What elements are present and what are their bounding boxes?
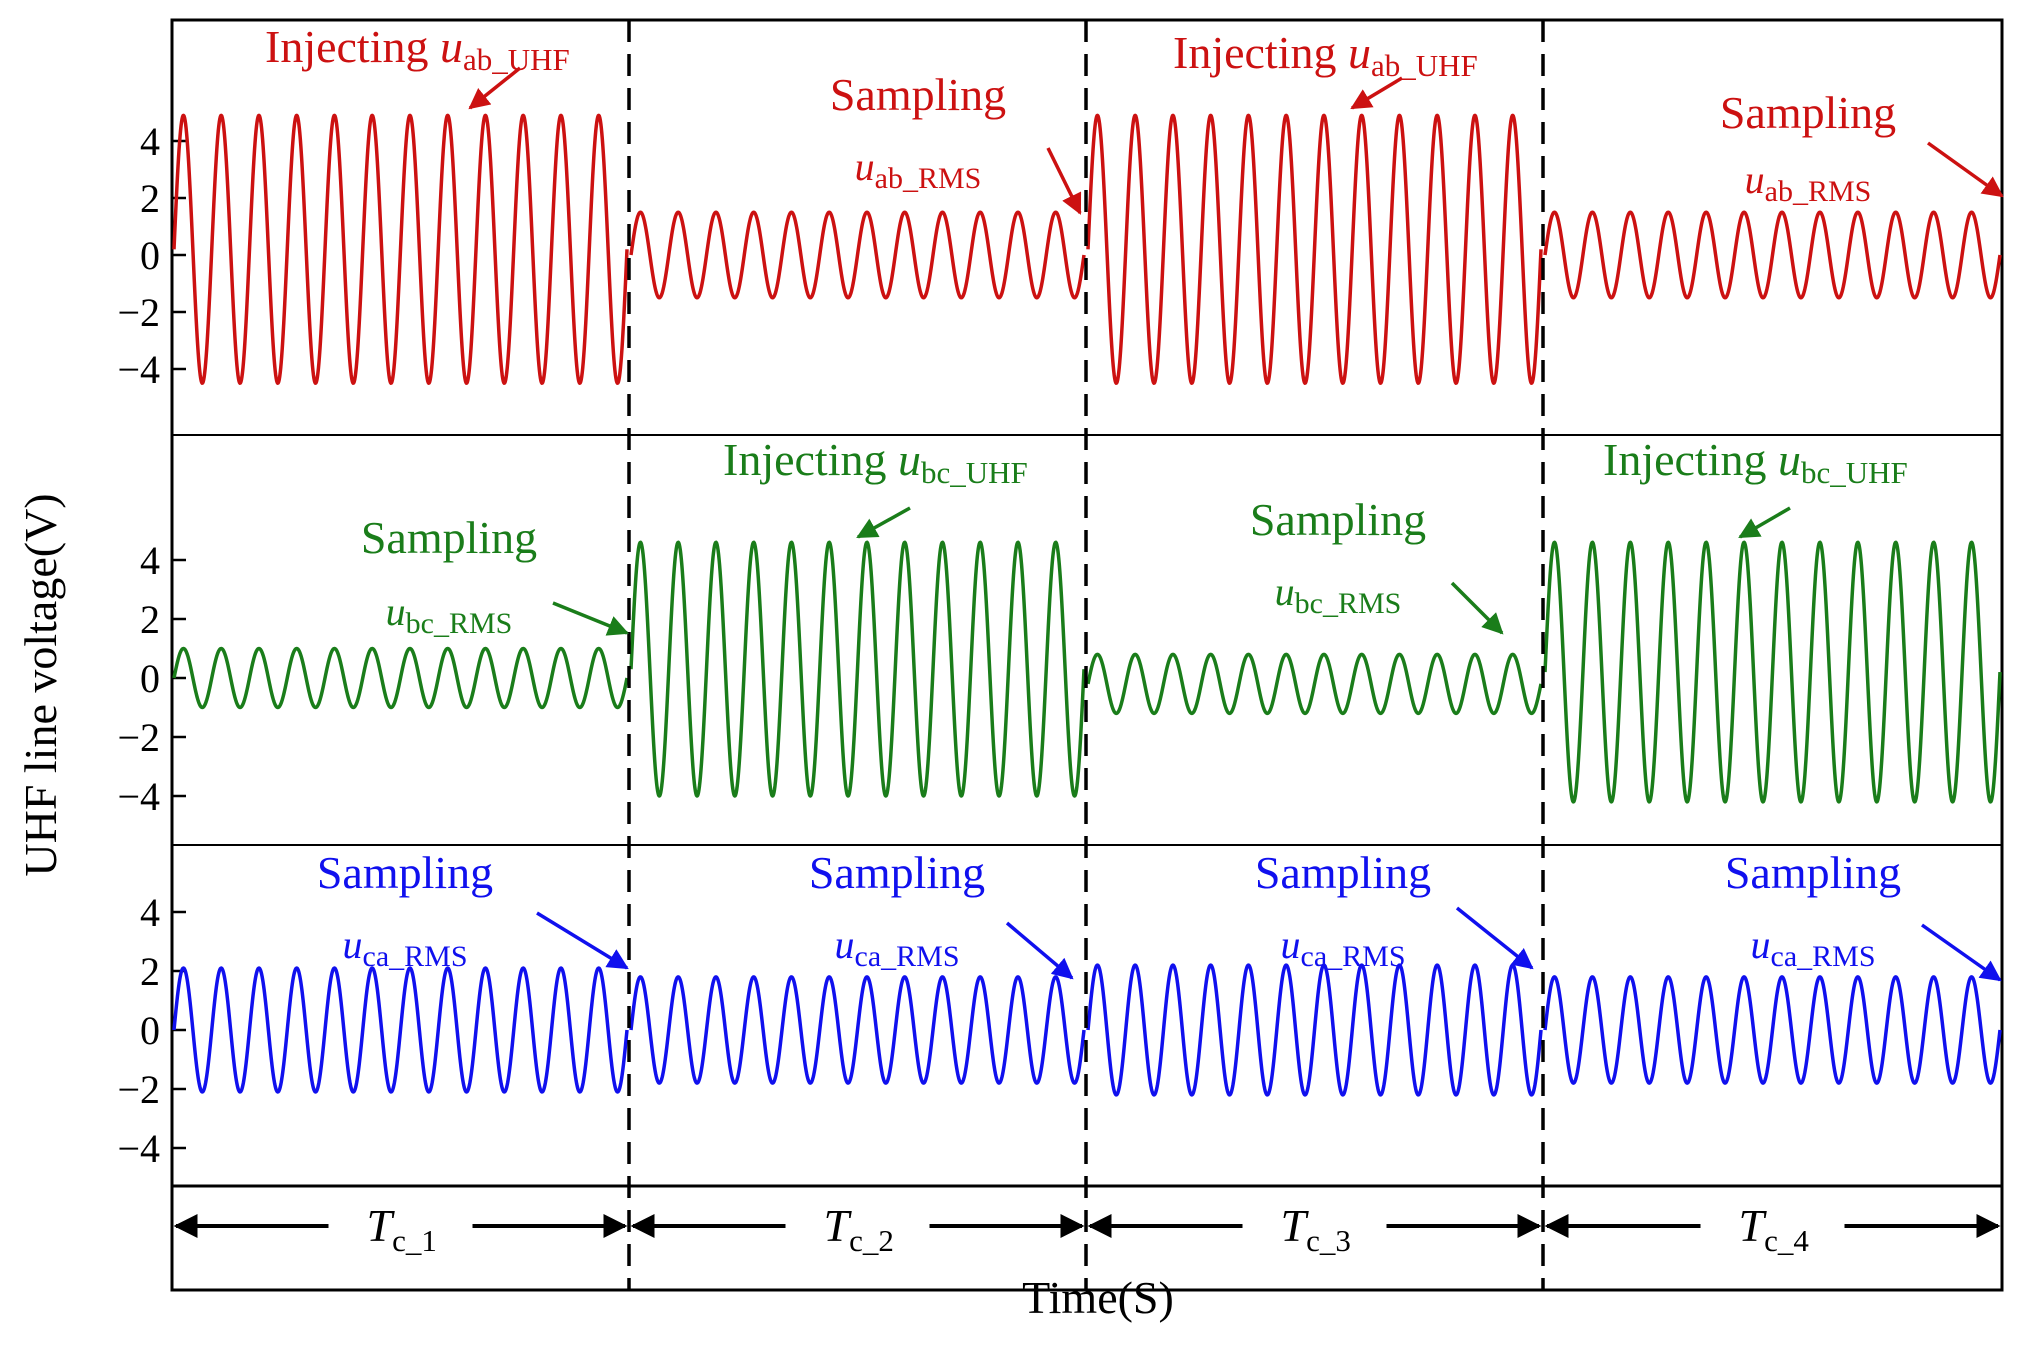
series-line-u_bc-seg1 — [172, 646, 629, 710]
y-tick-label: 0 — [140, 656, 160, 701]
series-line-u_ab-seg3 — [1086, 113, 1543, 385]
y-tick-label: −4 — [117, 1126, 160, 1171]
series-line-u_ca-seg3 — [1086, 963, 1543, 1097]
annotation-text: Sampling — [830, 69, 1006, 120]
annotation-subtext: uca_RMS — [1751, 922, 1876, 973]
series-line-u_bc-seg3 — [1086, 652, 1543, 716]
annotation-arrow — [536, 911, 629, 970]
annotation-subtext: uca_RMS — [835, 922, 960, 973]
annotation-arrow — [1450, 581, 1504, 635]
annotation-arrow — [1005, 921, 1074, 980]
y-tick-label: −4 — [117, 347, 160, 392]
series-line-u_bc-seg4 — [1543, 540, 2002, 804]
annotation-text: Sampling — [317, 847, 493, 898]
y-tick-label: −2 — [117, 715, 160, 760]
annotation-text: Sampling — [1250, 494, 1426, 545]
annotation-arrow — [1455, 906, 1534, 970]
y-axis-label: UHF line voltage(V) — [15, 493, 66, 876]
y-tick-label: 4 — [140, 890, 160, 935]
annotation-text: Sampling — [361, 512, 537, 563]
annotation-text: Sampling — [1725, 847, 1901, 898]
y-tick-label: 2 — [140, 597, 160, 642]
y-tick-label: −2 — [117, 290, 160, 335]
y-tick-label: 2 — [140, 176, 160, 221]
annotation-text: Injecting uab_UHF — [265, 21, 570, 77]
y-tick-label: 0 — [140, 233, 160, 278]
y-tick-label: 0 — [140, 1008, 160, 1053]
annotation-arrow — [856, 506, 911, 539]
annotation-arrow — [468, 66, 522, 110]
annotation-arrow — [1350, 76, 1403, 110]
annotation-text: Injecting uab_UHF — [1173, 27, 1478, 83]
annotation-subtext: uca_RMS — [1281, 922, 1406, 973]
y-tick-label: 2 — [140, 949, 160, 994]
annotation-text: Sampling — [1255, 847, 1431, 898]
series-line-u_ca-seg2 — [629, 975, 1086, 1085]
series-line-u_bc-seg2 — [629, 540, 1086, 798]
annotation-text: Injecting ubc_UHF — [723, 434, 1028, 490]
series-line-u_ab-seg4 — [1543, 210, 2002, 300]
series-line-u_ab-seg1 — [172, 113, 629, 385]
period-label: Tc_4 — [1739, 1200, 1810, 1258]
period-label: Tc_1 — [367, 1200, 437, 1258]
annotation-subtext: uab_RMS — [855, 144, 982, 195]
annotation-subtext: uca_RMS — [343, 922, 468, 973]
y-tick-label: −2 — [117, 1067, 160, 1112]
annotation-arrow — [1920, 923, 2002, 982]
annotation-text: Injecting ubc_UHF — [1603, 434, 1908, 490]
annotation-arrow — [552, 601, 629, 636]
period-label: Tc_2 — [824, 1200, 894, 1258]
annotation-text: Sampling — [1720, 87, 1896, 138]
annotation-arrow — [1046, 147, 1082, 215]
y-tick-label: −4 — [117, 774, 160, 819]
annotation-subtext: ubc_RMS — [1275, 569, 1402, 620]
x-axis-label: Time(S) — [1022, 1272, 1174, 1323]
period-label: Tc_3 — [1281, 1200, 1351, 1258]
annotation-text: Sampling — [809, 847, 985, 898]
annotation-subtext: uab_RMS — [1745, 157, 1872, 208]
annotation-subtext: ubc_RMS — [386, 589, 513, 640]
annotation-arrow — [1738, 506, 1791, 539]
series-line-u_ca-seg1 — [172, 966, 629, 1094]
annotation-arrow — [1926, 141, 2004, 198]
series-line-u_ab-seg2 — [629, 210, 1086, 300]
y-tick-label: 4 — [140, 119, 160, 164]
y-tick-label: 4 — [140, 538, 160, 583]
series-line-u_ca-seg4 — [1543, 975, 2002, 1085]
